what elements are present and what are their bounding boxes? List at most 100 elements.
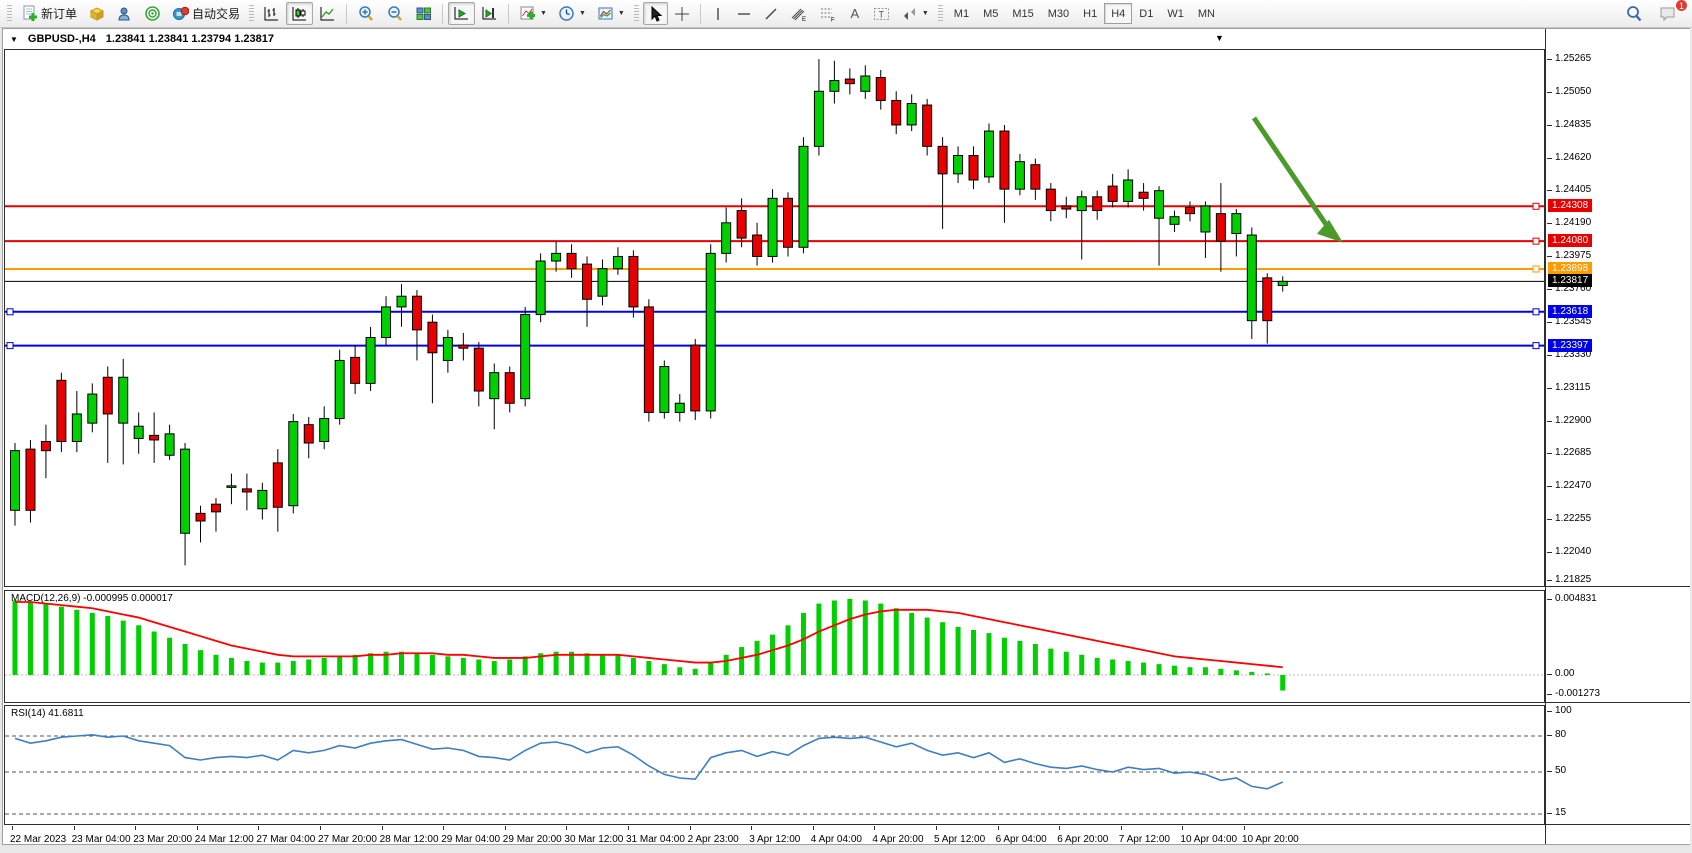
- rsi-tick-label: 50: [1555, 765, 1567, 776]
- axis-tick-mark: [1547, 157, 1552, 159]
- fibonacci-tool-button[interactable]: F: [814, 2, 842, 25]
- new-order-button[interactable]: 新订单: [16, 2, 82, 25]
- toolbar-separator: [346, 3, 348, 24]
- price-tick-label: 1.22470: [1555, 480, 1592, 492]
- timeframe-button-d1[interactable]: D1: [1139, 7, 1154, 20]
- zoom-in-button[interactable]: [352, 2, 380, 25]
- auto-scroll-button[interactable]: [448, 2, 476, 25]
- timeframe-button-m30[interactable]: M30: [1047, 7, 1070, 20]
- toolbar-grip[interactable]: [249, 4, 255, 23]
- macd-histogram-bar: [105, 616, 111, 675]
- chart-bars-button[interactable]: [258, 2, 285, 25]
- time-tick-label: 10 Apr 20:00: [1242, 834, 1299, 845]
- macd-histogram-bar: [228, 657, 234, 675]
- candle-body: [922, 104, 933, 147]
- time-tick-mark: [443, 826, 445, 830]
- crosshair-tool-button[interactable]: [669, 2, 695, 25]
- macd-chart-canvas[interactable]: [5, 591, 1544, 702]
- macd-histogram-bar: [569, 651, 575, 675]
- line-handle[interactable]: [1532, 265, 1540, 273]
- indicators-button[interactable]: ▼: [514, 2, 552, 25]
- line-handle[interactable]: [6, 342, 14, 350]
- macd-histogram-bar: [507, 659, 513, 675]
- timeframe-button-w1[interactable]: W1: [1167, 7, 1184, 20]
- toolbar-grip[interactable]: [7, 4, 12, 23]
- timeframe-button-h1[interactable]: H1: [1083, 7, 1098, 20]
- price-pane[interactable]: [4, 49, 1545, 587]
- timeframe-button-m15[interactable]: M15: [1012, 7, 1034, 20]
- candle-body: [381, 306, 392, 338]
- line-handle[interactable]: [6, 308, 14, 316]
- axis-tick-mark: [1547, 711, 1552, 712]
- chart-shift-marker-icon[interactable]: ▼: [1215, 33, 1224, 43]
- autotrading-button[interactable]: 自动交易: [167, 2, 245, 25]
- chart-line-button[interactable]: [314, 2, 341, 25]
- templates-button[interactable]: ▼: [592, 2, 630, 25]
- notifications-button[interactable]: 1: [1654, 0, 1688, 25]
- zoom-out-button[interactable]: [381, 2, 409, 25]
- toolbar-grip[interactable]: [633, 4, 639, 23]
- svg-text:E: E: [802, 17, 806, 22]
- line-handle[interactable]: [1532, 308, 1540, 316]
- macd-histogram-bar: [1125, 661, 1131, 675]
- chart-ohlc-readout: 1.23841 1.23841 1.23794 1.23817: [105, 33, 274, 45]
- trendline-tool-button[interactable]: [758, 2, 784, 25]
- search-button[interactable]: [1620, 2, 1648, 25]
- macd-histogram-bar: [74, 609, 80, 675]
- trendline-icon: [765, 8, 777, 19]
- macd-histogram-bar: [321, 657, 327, 675]
- macd-pane[interactable]: MACD(12,26,9) -0.000995 0.000017: [4, 590, 1545, 703]
- level-price-chip: 1.23618: [1548, 304, 1593, 318]
- rsi-chart-canvas[interactable]: [5, 706, 1544, 824]
- signals-button[interactable]: [139, 2, 166, 25]
- text-label-tool-button[interactable]: T: [868, 2, 895, 25]
- periods-button[interactable]: ▼: [553, 2, 591, 25]
- price-tick-label: 1.23545: [1555, 315, 1592, 327]
- accounts-button[interactable]: [111, 2, 138, 25]
- rsi-axis-scale[interactable]: 100 80 50 15: [1546, 705, 1690, 825]
- timeframe-button-h4[interactable]: H4: [1104, 3, 1133, 24]
- timeframe-button-m5[interactable]: M5: [983, 7, 999, 20]
- macd-histogram-bar: [12, 600, 18, 675]
- autotrading-icon: [173, 6, 190, 20]
- zoom-out-icon: [388, 5, 402, 21]
- toolbar-grip[interactable]: [937, 4, 943, 23]
- axis-tick-mark: [1547, 420, 1552, 422]
- timeframe-button-m1[interactable]: M1: [953, 7, 970, 20]
- rsi-pane[interactable]: RSI(14) 41.6811: [4, 705, 1545, 825]
- chart-window: ▼ GBPUSD-,H4 1.23841 1.23841 1.23794 1.2…: [2, 28, 1690, 845]
- annotation-arrow[interactable]: [1251, 116, 1334, 234]
- price-axis-column[interactable]: 1.25265 1.25050 1.24835 1.24620 1.24405 1.241…: [1545, 29, 1690, 844]
- annotation-arrow-head[interactable]: [1317, 219, 1343, 243]
- macd-histogram-bar: [1032, 643, 1038, 675]
- channel-tool-button[interactable]: E: [785, 2, 813, 25]
- vertical-line-tool-button[interactable]: [706, 2, 730, 25]
- time-axis[interactable]: 22 Mar 2023 23 Mar 04:00 23 Mar 20:00 24 Ma…: [4, 826, 1545, 852]
- chart-collapse-icon[interactable]: ▼: [10, 34, 18, 44]
- macd-axis-scale[interactable]: 0.004831 0.00 -0.001273: [1546, 590, 1690, 703]
- macd-histogram-bar: [1218, 668, 1224, 675]
- tile-windows-button[interactable]: [410, 2, 437, 25]
- timeframe-button-mn[interactable]: MN: [1197, 7, 1215, 20]
- market-watch-button[interactable]: [83, 2, 110, 25]
- arrows-tool-button[interactable]: ▼: [896, 2, 934, 25]
- macd-histogram-bar: [599, 654, 605, 675]
- price-tick-label: 1.23975: [1555, 250, 1592, 262]
- candle-body: [612, 255, 623, 270]
- price-chart-canvas[interactable]: [5, 50, 1544, 586]
- axis-tick-mark: [1547, 674, 1552, 675]
- price-axis-scale[interactable]: 1.25265 1.25050 1.24835 1.24620 1.24405 1.241…: [1546, 49, 1690, 587]
- line-handle[interactable]: [1532, 342, 1540, 350]
- chart-candles-button[interactable]: [286, 2, 314, 25]
- text-tool-button[interactable]: A: [850, 6, 860, 21]
- time-tick-label: 5 Apr 12:00: [934, 834, 986, 845]
- search-icon: [1627, 5, 1642, 21]
- candle-body: [690, 344, 701, 412]
- chart-title-bar[interactable]: ▼ GBPUSD-,H4 1.23841 1.23841 1.23794 1.2…: [3, 29, 1689, 49]
- line-handle[interactable]: [1532, 237, 1540, 245]
- cursor-tool-button[interactable]: [642, 2, 668, 25]
- horizontal-line-tool-button[interactable]: [731, 2, 757, 25]
- macd-histogram-bar: [723, 654, 729, 675]
- chart-shift-button[interactable]: [476, 2, 503, 25]
- line-handle[interactable]: [1532, 202, 1540, 210]
